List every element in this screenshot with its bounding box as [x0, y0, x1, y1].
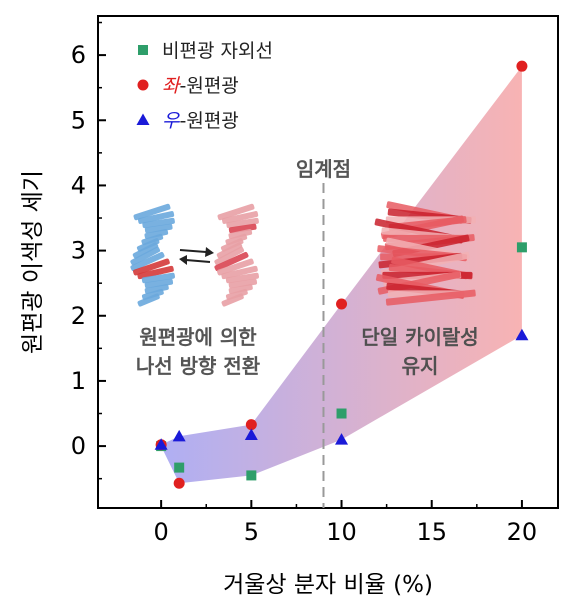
y-tick-label: 1: [71, 367, 86, 395]
legend-marker-triangle: [136, 113, 150, 125]
helix-segment: [216, 242, 243, 259]
y-tick-label: 4: [71, 171, 86, 199]
stack-rod: [385, 289, 476, 306]
helix-segment: [144, 284, 169, 294]
y-tick-label: 2: [71, 302, 86, 330]
helix-segment: [228, 278, 258, 289]
helix-segment: [136, 238, 160, 252]
critical-point-label: 임계점: [296, 157, 351, 181]
right-handed-helix: [214, 203, 259, 307]
switch-arrowhead-top: [205, 247, 214, 257]
legend-suffix: 비편광 자외선: [162, 40, 273, 62]
x-tick-label: 15: [416, 518, 447, 546]
y-axis-ticks: 0 1 2 3 4 5 6: [71, 21, 106, 480]
helix-segment: [225, 272, 259, 284]
point-circle: [516, 60, 528, 72]
helix-segment: [132, 242, 159, 259]
legend-entry-label: 좌-원편광: [162, 75, 239, 97]
legend-prefix: 우: [162, 110, 181, 132]
point-triangle: [515, 328, 529, 341]
point-square: [516, 242, 527, 253]
helix-segment: [137, 265, 174, 280]
point-circle: [336, 298, 348, 310]
y-tick-label: 6: [71, 41, 86, 69]
helix-segment: [142, 217, 175, 229]
x-tick-label: 20: [507, 518, 538, 546]
switch-arrow-top: [179, 249, 207, 253]
left-handed-helix: [130, 203, 175, 307]
helix-segment: [133, 203, 171, 221]
legend-suffix: -원편광: [179, 110, 238, 132]
helix-illustrations: [130, 201, 476, 307]
legend-marker-circle: [137, 79, 149, 91]
point-triangle: [244, 428, 258, 441]
x-tick-label: 5: [244, 518, 259, 546]
x-tick-label: 10: [326, 518, 357, 546]
helix-segment: [144, 278, 174, 289]
switch-arrowhead-bottom: [179, 255, 187, 265]
left-region-annotation-line2: 나선 방향 전환: [136, 354, 261, 378]
helix-segment: [221, 211, 259, 224]
legend-entry-label: 우-원편광: [162, 110, 239, 132]
point-square: [336, 408, 347, 419]
point-triangle: [154, 438, 168, 450]
helix-segment: [221, 293, 244, 307]
data-points: [154, 60, 529, 489]
y-tick-label: 5: [71, 106, 86, 134]
helix-segment: [130, 246, 161, 266]
helix-segment: [221, 265, 258, 280]
legend-prefix: 좌: [162, 75, 182, 97]
plot-frame: [97, 15, 559, 509]
helix-segment: [137, 293, 160, 307]
helix-segment: [220, 238, 244, 252]
legend-marker-square: [138, 45, 148, 55]
helix-segment: [214, 251, 249, 272]
point-triangle: [335, 433, 349, 445]
point-triangle: [172, 429, 186, 442]
right-region-annotation-line2: 유지: [402, 354, 439, 378]
double-arrow-switch-icon: [179, 247, 214, 265]
x-axis-ticks: 0 5 10 15 20: [153, 500, 537, 546]
helix-segment: [217, 258, 254, 276]
x-axis-label: 거울상 분자 비율 (%): [223, 572, 433, 598]
point-square: [246, 470, 257, 481]
y-tick-label: 0: [71, 432, 86, 460]
switch-arrow-bottom: [185, 259, 211, 263]
helix-segment: [228, 223, 257, 234]
helix-segment: [144, 223, 173, 234]
point-circle: [173, 477, 185, 489]
helix-segment: [141, 272, 175, 284]
y-tick-label: 3: [71, 237, 86, 265]
y-axis-label: 원편광 이색성 세기: [20, 170, 46, 354]
helix-segment: [217, 203, 255, 221]
helix-segment: [130, 251, 165, 272]
point-circle: [245, 419, 257, 431]
helix-segment: [226, 217, 259, 229]
helix-segment: [214, 246, 245, 266]
helix-segment: [133, 258, 170, 276]
left-region-annotation-line1: 원편광에 의한: [139, 325, 257, 349]
point-square: [174, 462, 185, 473]
legend-suffix: -원편광: [179, 75, 238, 97]
chiral-stack-illustration: [374, 201, 476, 306]
legend-entry-label: 비편광 자외선: [162, 40, 273, 62]
helix-segment: [228, 228, 253, 240]
x-tick-label: 0: [153, 518, 168, 546]
helix-segment: [144, 228, 169, 240]
right-region-annotation-line1: 단일 카이랄성: [361, 325, 478, 349]
axes: 0 5 10 15 20 0 1 2 3 4 5 6: [71, 15, 559, 546]
helix-segment: [228, 284, 253, 294]
color-band-region: [161, 66, 522, 484]
helix-segment: [137, 211, 175, 224]
